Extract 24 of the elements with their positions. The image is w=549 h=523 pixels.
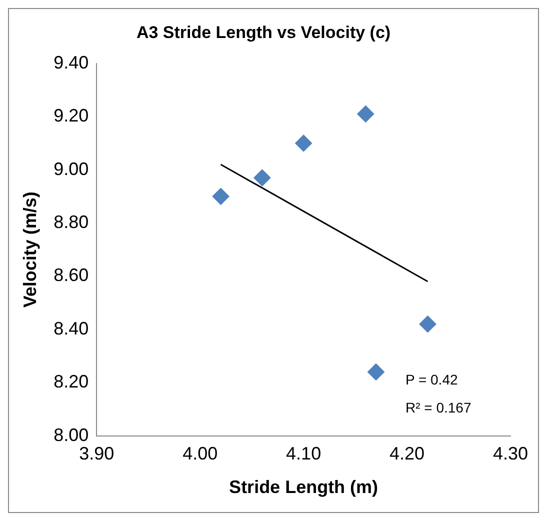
- point: [295, 134, 312, 152]
- point: [419, 316, 436, 333]
- y-tick-label: 8.00: [54, 424, 89, 445]
- annotation: R² = 0.167: [405, 400, 472, 416]
- point: [357, 105, 374, 122]
- x-tick-label: 4.20: [389, 444, 425, 464]
- y-tick-label: 8.80: [54, 212, 89, 232]
- point: [254, 169, 271, 186]
- x-tick-label: 4.30: [492, 444, 528, 464]
- x-axis-title: Stride Length (m): [229, 477, 378, 498]
- y-tick-label: 9.40: [54, 52, 89, 72]
- y-tick-label: 8.40: [54, 318, 89, 338]
- x-tick-label: 3.90: [79, 444, 114, 464]
- chart-title: A3 Stride Length vs Velocity (c): [136, 22, 391, 42]
- point: [367, 363, 384, 380]
- y-tick-label: 8.20: [54, 372, 89, 392]
- x-tick-label: 4.10: [286, 444, 322, 464]
- y-tick-label: 9.20: [54, 106, 89, 126]
- x-tick-label: 4.00: [182, 444, 218, 464]
- y-tick-label: 8.60: [54, 265, 89, 286]
- point: [212, 188, 230, 205]
- y-tick-label: 9.00: [54, 158, 89, 179]
- y-axis-title: Velocity (m/s): [20, 192, 40, 308]
- annotation: P = 0.42: [405, 372, 458, 388]
